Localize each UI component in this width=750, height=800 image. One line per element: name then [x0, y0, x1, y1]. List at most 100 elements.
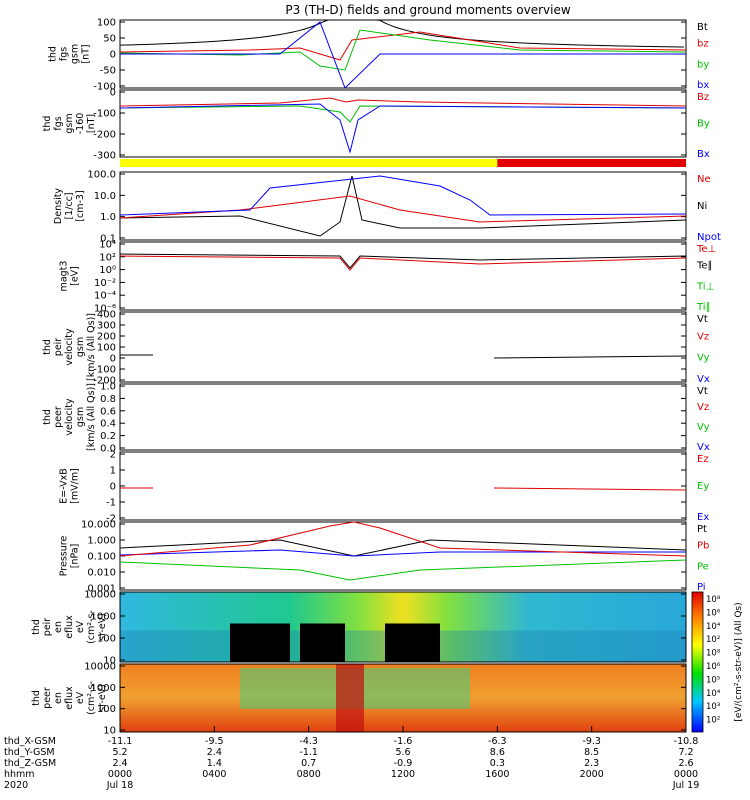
legend-ve-1: Vz [697, 402, 709, 413]
x-row-value: 2.4 [207, 747, 222, 758]
colorbar-tick-label: 10² [706, 635, 720, 645]
x-row-value: 8.5 [584, 747, 599, 758]
y-axis-label-line: -160 [75, 113, 86, 135]
y-tick-label: 100.0 [87, 170, 116, 181]
y-axis-label-line: velocity [64, 398, 75, 436]
x-row-value: -0.9 [394, 758, 413, 769]
trace-ez-2 [493, 487, 687, 491]
x-row-value: -11.1 [108, 736, 133, 747]
legend-vi-2: Vy [697, 353, 710, 364]
y-tick-label: 100 [97, 18, 116, 29]
trace-by-dc [119, 105, 687, 123]
y-axis-label: Pressure[nPa] [59, 536, 81, 577]
legend-density-1: Ni [697, 201, 707, 212]
trace-bx [120, 21, 686, 89]
x-row-value: 0.3 [490, 758, 505, 769]
y-axis-label-line: [nPa] [70, 544, 81, 569]
y-tick-label: -100 [93, 365, 116, 376]
y-axis-label-line: peer [42, 687, 53, 709]
x-row-value: -9.5 [205, 736, 224, 747]
ion-spectrogram-gap [385, 623, 440, 662]
legend-fgs-2: by [697, 59, 709, 70]
x-axis-label: hhmm [4, 769, 35, 780]
y-axis-label: thdpeervelocitygsm[km/s (All Qs)] [42, 383, 97, 451]
colorbar-tick-label: 10² [706, 716, 720, 726]
y-axis-label: thdfgsgsm[nT] [48, 44, 92, 64]
x-row-value: -9.3 [582, 736, 601, 747]
y-tick-label: 10⁰ [99, 265, 116, 276]
y-axis-label: thdpeerenefluxeV(cm²-s-sr-eV) [31, 681, 108, 715]
y-axis-label-line: [1/cc] [64, 192, 75, 219]
y-tick-label: 10⁻² [94, 278, 116, 289]
y-tick-label: -2 [106, 514, 116, 525]
x-axis-year: 2020 [4, 780, 28, 791]
colorbar-tick-label: 10⁴ [706, 689, 721, 699]
y-axis-label-line: [mV/m] [70, 468, 81, 504]
x-row-value: 2.4 [112, 758, 127, 769]
y-axis-label-line: eflux [64, 686, 75, 710]
y-tick-label: 0.4 [100, 419, 116, 430]
y-tick-label: 10 [103, 656, 116, 667]
y-tick-label: 1000 [91, 683, 116, 694]
y-tick-label: 1.0 [100, 212, 116, 223]
colorbar-label: [eV/(cm²-s-str-eV)] (All Qs) [734, 602, 744, 721]
y-axis-label-line: [cm-3] [75, 190, 86, 221]
y-tick-label: 0 [110, 50, 116, 61]
y-axis-label: thdfgsgsm-160[nT] [42, 113, 97, 135]
legend-fgs-3: bx [697, 80, 709, 91]
y-tick-label: 300 [97, 321, 116, 332]
y-tick-label: 0 [110, 354, 116, 365]
y-axis-label-line: thd [48, 46, 59, 62]
quality-bar-segment [120, 159, 498, 167]
legend-fgs_dc-0: Bz [697, 92, 709, 103]
trace-vt-2 [493, 355, 687, 359]
legend-efield-1: Ey [697, 481, 709, 492]
legend-temp-2: Ti⊥ [696, 281, 714, 292]
y-tick-label: 10⁻⁴ [94, 291, 116, 302]
y-tick-label: 2 [110, 450, 116, 461]
y-axis-label-line: en [53, 692, 64, 704]
x-row-value: -1.6 [394, 736, 413, 747]
y-tick-label: 10⁻⁶ [94, 304, 116, 315]
legend-pressure-1: Pb [697, 541, 709, 552]
y-tick-label: 0.8 [100, 394, 116, 405]
y-axis-label-line: gsm [70, 44, 81, 64]
x-row-value: 5.2 [112, 747, 127, 758]
x-row-value: 0.7 [301, 758, 316, 769]
x-row-value: -10.8 [674, 736, 699, 747]
trace-ni [119, 175, 687, 237]
y-axis-label: magt3[eV] [59, 261, 81, 292]
y-tick-label: 0.100 [87, 552, 116, 563]
x-tick-label: 0000 [108, 769, 132, 780]
legend-fgs-0: Bt [697, 22, 708, 33]
y-tick-label: 0.0 [100, 444, 116, 455]
x-row-value: 2.6 [678, 758, 693, 769]
colorbar-tick-label: 10⁴ [706, 622, 721, 632]
y-axis-label-line: E=-VxB [59, 468, 70, 503]
x-row-value: 7.2 [678, 747, 693, 758]
y-axis-label-line: peer [53, 406, 64, 428]
y-axis-label-line: (cm²-s- [86, 610, 97, 644]
legend-fgs_dc-1: By [697, 119, 710, 130]
trace-bz-dc [119, 97, 687, 107]
y-axis-label: Density[1/cc][cm-3] [53, 188, 86, 224]
y-axis-label-line: fgs [59, 47, 70, 61]
trace-bt [119, 19, 685, 48]
y-tick-label: 100 [97, 704, 116, 715]
y-tick-label: 0.010 [87, 568, 116, 579]
y-tick-label: -50 [100, 66, 116, 77]
y-tick-label: 10.0 [94, 191, 116, 202]
y-tick-label: 10² [99, 252, 116, 263]
legend-temp-1: Te∥ [696, 261, 713, 272]
panel-frame [119, 591, 687, 663]
ion-spectrogram-gap [230, 623, 290, 662]
legend-pressure-0: Pt [697, 524, 707, 535]
y-tick-label: 10⁴ [99, 240, 116, 251]
legend-temp-3: Ti∥ [696, 302, 711, 313]
x-tick-label: 0400 [202, 769, 226, 780]
panel-frame [119, 521, 687, 591]
y-axis-label-line: peir [42, 618, 53, 637]
y-axis-label-line: eflux [64, 615, 75, 639]
legend-efield-2: Ex [697, 512, 709, 523]
panel-frame [119, 383, 687, 451]
